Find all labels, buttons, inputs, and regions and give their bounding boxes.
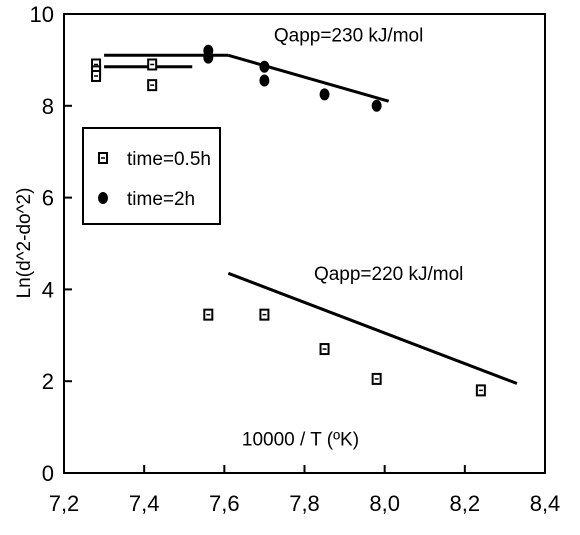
y-tick-label: 0 (42, 461, 54, 486)
y-tick-label: 4 (42, 277, 54, 302)
fit-line (227, 53, 390, 103)
x-tick-label: 8,4 (530, 491, 561, 516)
data-point-circle (203, 51, 214, 64)
data-point-square (475, 384, 486, 397)
y-axis-label: Ln(d^2-do^2) (14, 188, 35, 299)
data-point-square (319, 343, 330, 356)
data-point-square (371, 372, 382, 385)
fit-line (227, 271, 518, 385)
data-point-square (259, 308, 270, 321)
annotations: Qapp=230 kJ/mol Qapp=220 kJ/mol 10000 / T … (242, 26, 463, 451)
x-tick-label: 7,4 (129, 491, 160, 516)
legend-box (82, 127, 221, 225)
data-point-circle (319, 88, 330, 101)
data-point-circle (259, 60, 270, 73)
y-tick-label: 6 (42, 186, 54, 211)
data-point-circle (371, 99, 382, 112)
data-point-square (203, 308, 214, 321)
y-tick-label: 10 (30, 2, 54, 27)
data-point-square (147, 79, 158, 92)
x-tick-label: 7,2 (49, 491, 80, 516)
legend-marker (98, 152, 108, 164)
annotation: Qapp=230 kJ/mol (274, 26, 423, 47)
legend: time=0.5h time=2h (82, 127, 221, 225)
x-axis-ticks: 7,2 7,4 7,6 7,8 8,0 8,2 8,4 (49, 465, 561, 516)
legend-marker (98, 192, 108, 204)
data-point-square (147, 58, 158, 71)
x-tick-label: 7,6 (209, 491, 240, 516)
annotation: 10000 / T (ºK) (242, 429, 359, 450)
y-tick-label: 2 (42, 369, 54, 394)
x-tick-label: 8,2 (450, 491, 481, 516)
data-point-circle (259, 74, 270, 87)
plot-frame (63, 13, 546, 474)
data-points (91, 44, 486, 397)
y-tick-label: 8 (42, 94, 54, 119)
legend-label: time=2h (127, 189, 195, 210)
legend-label: time=0.5h (127, 149, 211, 170)
y-axis-ticks: 0 2 4 6 8 10 (30, 2, 72, 486)
annotation: Qapp=220 kJ/mol (314, 264, 463, 285)
x-tick-label: 8,0 (369, 491, 400, 516)
x-tick-label: 7,8 (289, 491, 320, 516)
data-point-square (91, 69, 102, 82)
